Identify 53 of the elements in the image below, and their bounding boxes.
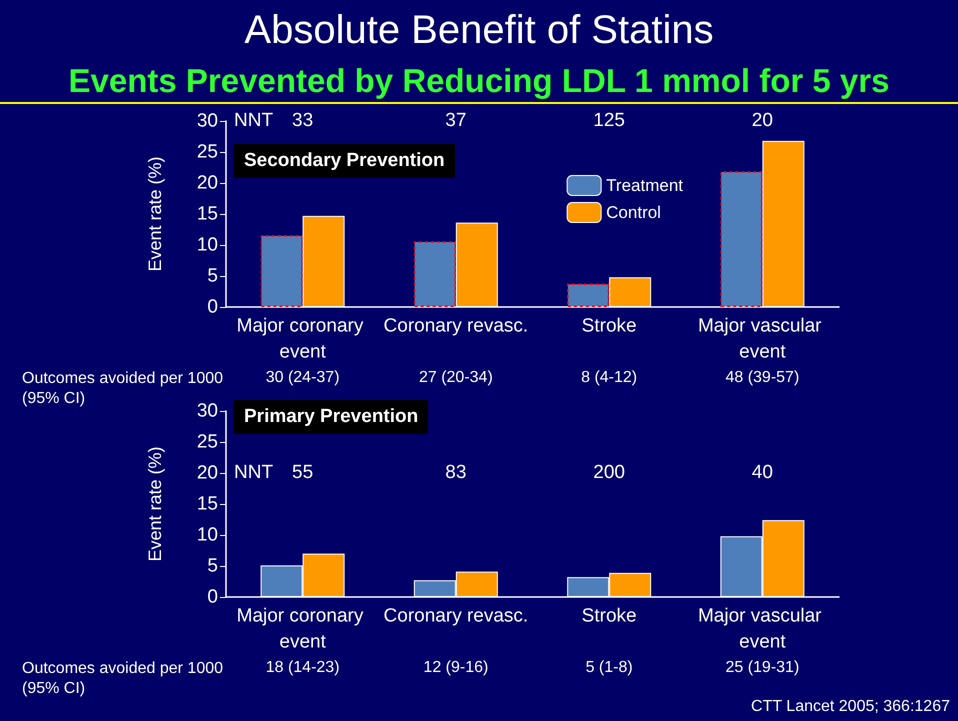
annotation: NNT [234, 462, 274, 484]
text: 5 (1-8) [586, 659, 633, 677]
y-tick-label: 10 [196, 234, 218, 256]
x-tick-label: Stroke [582, 606, 637, 626]
text: 18 (14-23) [266, 659, 340, 677]
annotation: 20 [752, 110, 773, 132]
text: 25 (19-31) [725, 659, 800, 677]
x-tick-label: Coronary revasc. [384, 606, 528, 626]
y-tick-label: 0 [207, 296, 218, 318]
annotation: 37 [445, 110, 466, 132]
text: 30 (24-37) [266, 369, 340, 387]
annotation: 33 [292, 110, 314, 132]
y-tick-label: 15 [196, 494, 218, 514]
annotation: 55 [292, 462, 314, 484]
y-tick-label: 5 [207, 556, 218, 576]
text: Outcomes avoided per 1000 (95% CI) [22, 659, 224, 699]
x-tick-label: Major coronary event [236, 316, 369, 362]
text: 12 (9-16) [423, 659, 488, 677]
x-tick-label: Stroke [582, 316, 637, 336]
y-tick-label: 30 [196, 110, 218, 132]
x-tick-label: Major coronary event [236, 606, 369, 652]
annotation: Primary Prevention [234, 400, 428, 434]
legend-label: Control [606, 203, 661, 222]
text: CTT Lancet 2005; 366:1267 [751, 698, 950, 716]
x-tick-label: Major vascular event [698, 606, 827, 652]
y-tick-label: 25 [196, 432, 218, 452]
y-tick-label: 15 [196, 204, 218, 224]
text: 8 (4-12) [581, 369, 638, 387]
text: 27 (20-34) [418, 369, 493, 387]
chart-subtitle: Events Prevented by Reducing LDL 1 mmol for 5 yrs [68, 62, 890, 100]
y-tick-label: 25 [196, 142, 218, 162]
y-axis-title: Event rate (%) [145, 446, 165, 562]
annotation: 40 [752, 462, 773, 484]
y-tick-label: 5 [207, 266, 218, 286]
annotation: NNT [234, 110, 274, 132]
x-tick-label: Major vascular event [698, 316, 827, 362]
x-tick-label: Coronary revasc. [384, 316, 528, 336]
annotation: 83 [445, 462, 466, 484]
chart-title: Absolute Benefit of Statins [243, 8, 715, 53]
annotation: Secondary Prevention [234, 144, 455, 178]
text: 48 (39-57) [725, 369, 800, 387]
legend-label: Treatment [606, 176, 684, 195]
bar [720, 171, 762, 307]
y-tick-label: 0 [207, 586, 218, 608]
annotation: 200 [593, 462, 625, 484]
bar [567, 283, 610, 307]
bar [260, 235, 303, 307]
bar [414, 241, 456, 307]
annotation: 125 [593, 110, 625, 132]
y-tick-label: 20 [196, 172, 218, 194]
y-axis-title: Event rate (%) [145, 156, 165, 272]
y-tick-label: 20 [196, 462, 218, 484]
y-tick-label: 10 [196, 524, 218, 546]
